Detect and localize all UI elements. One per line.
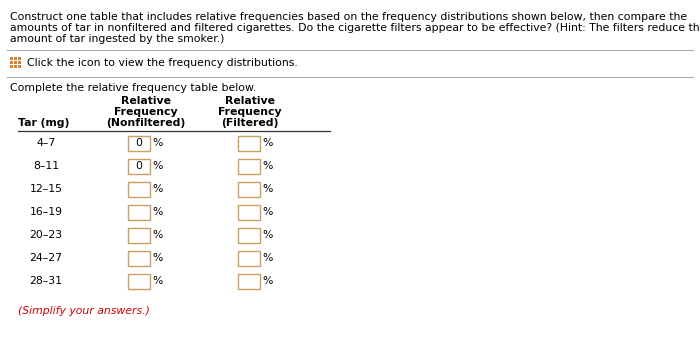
Text: 28–31: 28–31 [29, 276, 62, 286]
Bar [128, 136, 150, 150]
Text: amounts of tar in nonfiltered and filtered cigarettes. Do the cigarette filters : amounts of tar in nonfiltered and filter… [10, 23, 700, 33]
Bar [238, 228, 260, 242]
Text: %: % [152, 253, 162, 263]
Bar [128, 274, 150, 289]
Text: 12–15: 12–15 [29, 184, 62, 194]
Text: 24–27: 24–27 [29, 253, 62, 263]
Bar [128, 251, 150, 266]
Text: (Simplify your answers.): (Simplify your answers.) [18, 306, 150, 316]
Text: Click the icon to view the frequency distributions.: Click the icon to view the frequency dis… [27, 58, 298, 68]
Bar [14, 65, 18, 68]
Text: %: % [262, 138, 272, 148]
Bar [238, 274, 260, 289]
Bar [238, 159, 260, 173]
Bar [14, 61, 18, 64]
Text: Relative: Relative [225, 96, 275, 106]
Bar [128, 228, 150, 242]
Text: %: % [262, 253, 272, 263]
Text: amount of tar ingested by the smoker.): amount of tar ingested by the smoker.) [10, 34, 225, 44]
Text: %: % [152, 138, 162, 148]
Text: 0: 0 [136, 138, 143, 148]
Text: Complete the relative frequency table below.: Complete the relative frequency table be… [10, 83, 256, 93]
Text: (Filtered): (Filtered) [221, 118, 279, 128]
Bar [10, 61, 13, 64]
Bar [18, 57, 21, 60]
Bar [14, 57, 18, 60]
Text: 16–19: 16–19 [29, 207, 62, 217]
Bar [238, 136, 260, 150]
Text: 8–11: 8–11 [33, 161, 59, 171]
Text: %: % [262, 207, 272, 217]
Text: %: % [152, 230, 162, 240]
Bar [128, 205, 150, 219]
Text: Relative: Relative [121, 96, 171, 106]
Text: %: % [152, 207, 162, 217]
Text: 0: 0 [136, 161, 143, 171]
Text: %: % [262, 276, 272, 286]
Text: Frequency: Frequency [218, 107, 282, 117]
Bar [238, 182, 260, 196]
Text: %: % [152, 184, 162, 194]
Bar [128, 159, 150, 173]
Text: Construct one table that includes relative frequencies based on the frequency di: Construct one table that includes relati… [10, 12, 687, 22]
Text: (Nonfiltered): (Nonfiltered) [106, 118, 186, 128]
Text: %: % [262, 161, 272, 171]
Bar [238, 251, 260, 266]
Text: %: % [262, 184, 272, 194]
Bar [128, 182, 150, 196]
Text: Frequency: Frequency [114, 107, 178, 117]
Bar [10, 65, 13, 68]
Text: %: % [152, 276, 162, 286]
Text: Tar (mg): Tar (mg) [18, 118, 69, 128]
Text: 4–7: 4–7 [36, 138, 55, 148]
Bar [238, 205, 260, 219]
Text: %: % [262, 230, 272, 240]
Text: %: % [152, 161, 162, 171]
Text: 20–23: 20–23 [29, 230, 62, 240]
Bar [10, 57, 13, 60]
Bar [18, 65, 21, 68]
Bar [18, 61, 21, 64]
